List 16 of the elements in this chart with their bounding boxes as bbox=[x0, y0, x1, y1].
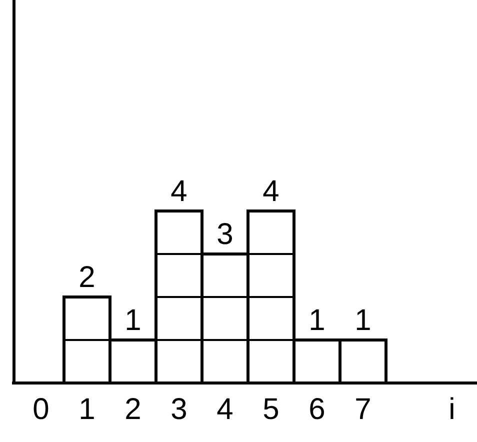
x-tick-label: 6 bbox=[308, 393, 326, 426]
data-label: 3 bbox=[216, 218, 234, 251]
data-label: 1 bbox=[354, 304, 372, 337]
data-label: 4 bbox=[262, 175, 280, 208]
data-label: 4 bbox=[170, 175, 188, 208]
data-label: 1 bbox=[308, 304, 326, 337]
x-tick-label: 7 bbox=[354, 393, 372, 426]
x-tick-label: 3 bbox=[170, 393, 188, 426]
x-tick-label: 1 bbox=[78, 393, 96, 426]
x-tick-label: 0 bbox=[32, 393, 50, 426]
data-label: 2 bbox=[78, 261, 96, 294]
x-tick-label: 5 bbox=[262, 393, 280, 426]
x-axis-title: i bbox=[448, 393, 456, 426]
x-tick-label: 2 bbox=[124, 393, 142, 426]
data-label: 1 bbox=[124, 304, 142, 337]
x-tick-label: 4 bbox=[216, 393, 234, 426]
